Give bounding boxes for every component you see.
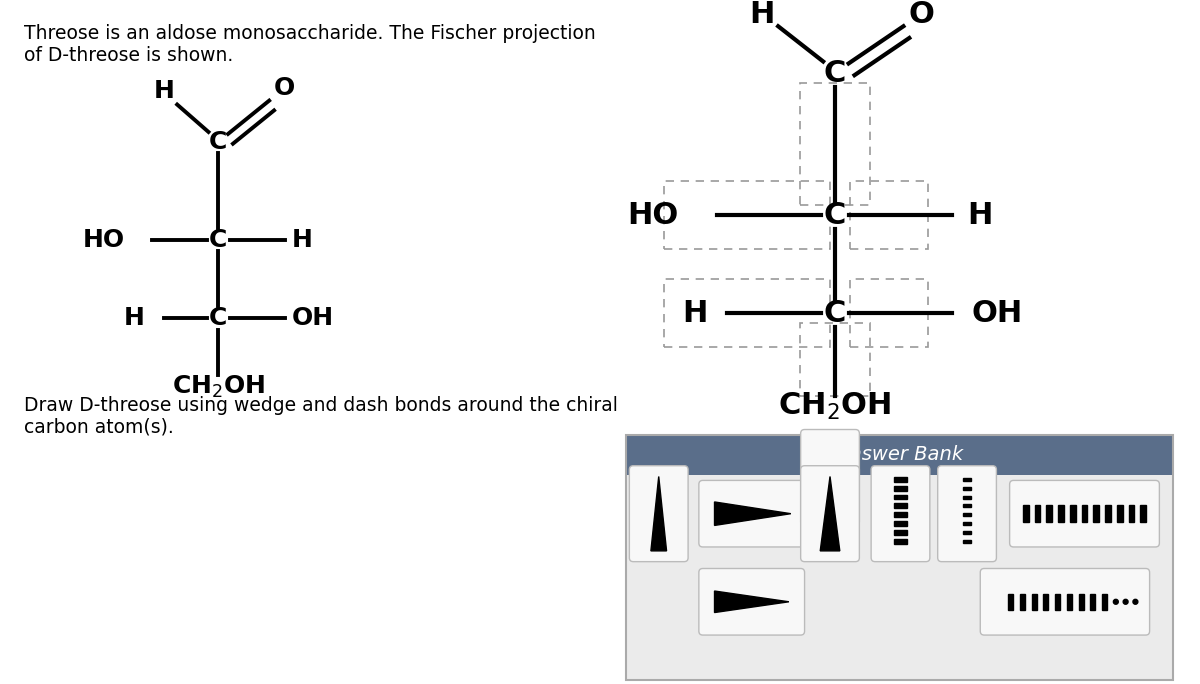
Bar: [894, 521, 907, 526]
FancyBboxPatch shape: [698, 568, 804, 635]
Bar: [894, 477, 907, 482]
Text: C: C: [823, 200, 846, 230]
Bar: [894, 503, 907, 508]
FancyBboxPatch shape: [800, 466, 859, 562]
Bar: [1022, 505, 1028, 523]
Circle shape: [1114, 599, 1118, 604]
Bar: [1102, 594, 1108, 609]
Bar: [1055, 594, 1060, 609]
Polygon shape: [821, 477, 840, 551]
Text: C: C: [209, 306, 228, 330]
Polygon shape: [714, 591, 788, 613]
Bar: [894, 530, 907, 535]
Bar: [894, 486, 907, 490]
Text: of D-threose is shown.: of D-threose is shown.: [24, 46, 234, 65]
Text: OH: OH: [292, 306, 334, 330]
Text: H: H: [154, 79, 175, 103]
Bar: [1020, 594, 1025, 609]
Bar: [664, 279, 830, 347]
Bar: [1128, 505, 1134, 523]
Text: carbon atom(s).: carbon atom(s).: [24, 418, 174, 437]
Text: Draw D-threose using wedge and dash bonds around the chiral: Draw D-threose using wedge and dash bond…: [24, 396, 618, 415]
Bar: [964, 504, 971, 508]
Text: OH: OH: [972, 298, 1024, 328]
Text: H: H: [292, 228, 312, 252]
Bar: [964, 478, 971, 481]
FancyBboxPatch shape: [871, 466, 930, 562]
FancyBboxPatch shape: [1009, 480, 1159, 547]
Bar: [964, 531, 971, 534]
Text: C: C: [209, 130, 228, 154]
Bar: [964, 522, 971, 525]
Bar: [1046, 505, 1052, 523]
Polygon shape: [714, 502, 791, 525]
Text: O: O: [908, 0, 934, 29]
Bar: [894, 512, 907, 517]
Bar: [1105, 505, 1111, 523]
Bar: [964, 540, 971, 542]
Bar: [1140, 505, 1146, 523]
Bar: [626, 436, 1172, 475]
Text: H: H: [124, 306, 145, 330]
Bar: [1070, 505, 1075, 523]
Bar: [964, 513, 971, 516]
Polygon shape: [650, 477, 666, 551]
Text: H: H: [683, 298, 708, 328]
Bar: [1008, 594, 1013, 609]
Text: C: C: [823, 298, 846, 328]
FancyBboxPatch shape: [800, 430, 859, 525]
Bar: [1034, 505, 1040, 523]
Text: H: H: [749, 0, 774, 29]
Bar: [850, 279, 928, 347]
FancyBboxPatch shape: [937, 466, 996, 562]
Bar: [1058, 505, 1064, 523]
Bar: [964, 487, 971, 490]
Text: HO: HO: [628, 200, 678, 230]
Bar: [1081, 505, 1087, 523]
Circle shape: [1123, 599, 1128, 604]
Bar: [1067, 594, 1072, 609]
Text: CH$_2$OH: CH$_2$OH: [779, 391, 892, 421]
FancyBboxPatch shape: [980, 568, 1150, 635]
Bar: [799, 83, 870, 205]
Bar: [1043, 594, 1049, 609]
FancyBboxPatch shape: [629, 466, 688, 562]
Text: C: C: [823, 59, 846, 88]
Bar: [626, 475, 1172, 680]
Bar: [1079, 594, 1084, 609]
Bar: [964, 496, 971, 499]
Text: HO: HO: [83, 228, 125, 252]
Bar: [894, 538, 907, 544]
Bar: [1032, 594, 1037, 609]
Text: C: C: [209, 228, 228, 252]
Bar: [1091, 594, 1096, 609]
Circle shape: [1133, 599, 1138, 604]
Bar: [626, 436, 1172, 680]
Bar: [664, 181, 830, 250]
Bar: [894, 495, 907, 499]
Bar: [1117, 505, 1123, 523]
FancyBboxPatch shape: [698, 480, 804, 547]
Bar: [799, 323, 870, 396]
Bar: [850, 181, 928, 250]
Bar: [1093, 505, 1099, 523]
Text: H: H: [967, 200, 992, 230]
Text: CH$_2$OH: CH$_2$OH: [172, 373, 265, 399]
Text: Threose is an aldose monosaccharide. The Fischer projection: Threose is an aldose monosaccharide. The…: [24, 25, 596, 43]
Text: Answer Bank: Answer Bank: [836, 445, 964, 464]
Text: O: O: [275, 76, 295, 100]
